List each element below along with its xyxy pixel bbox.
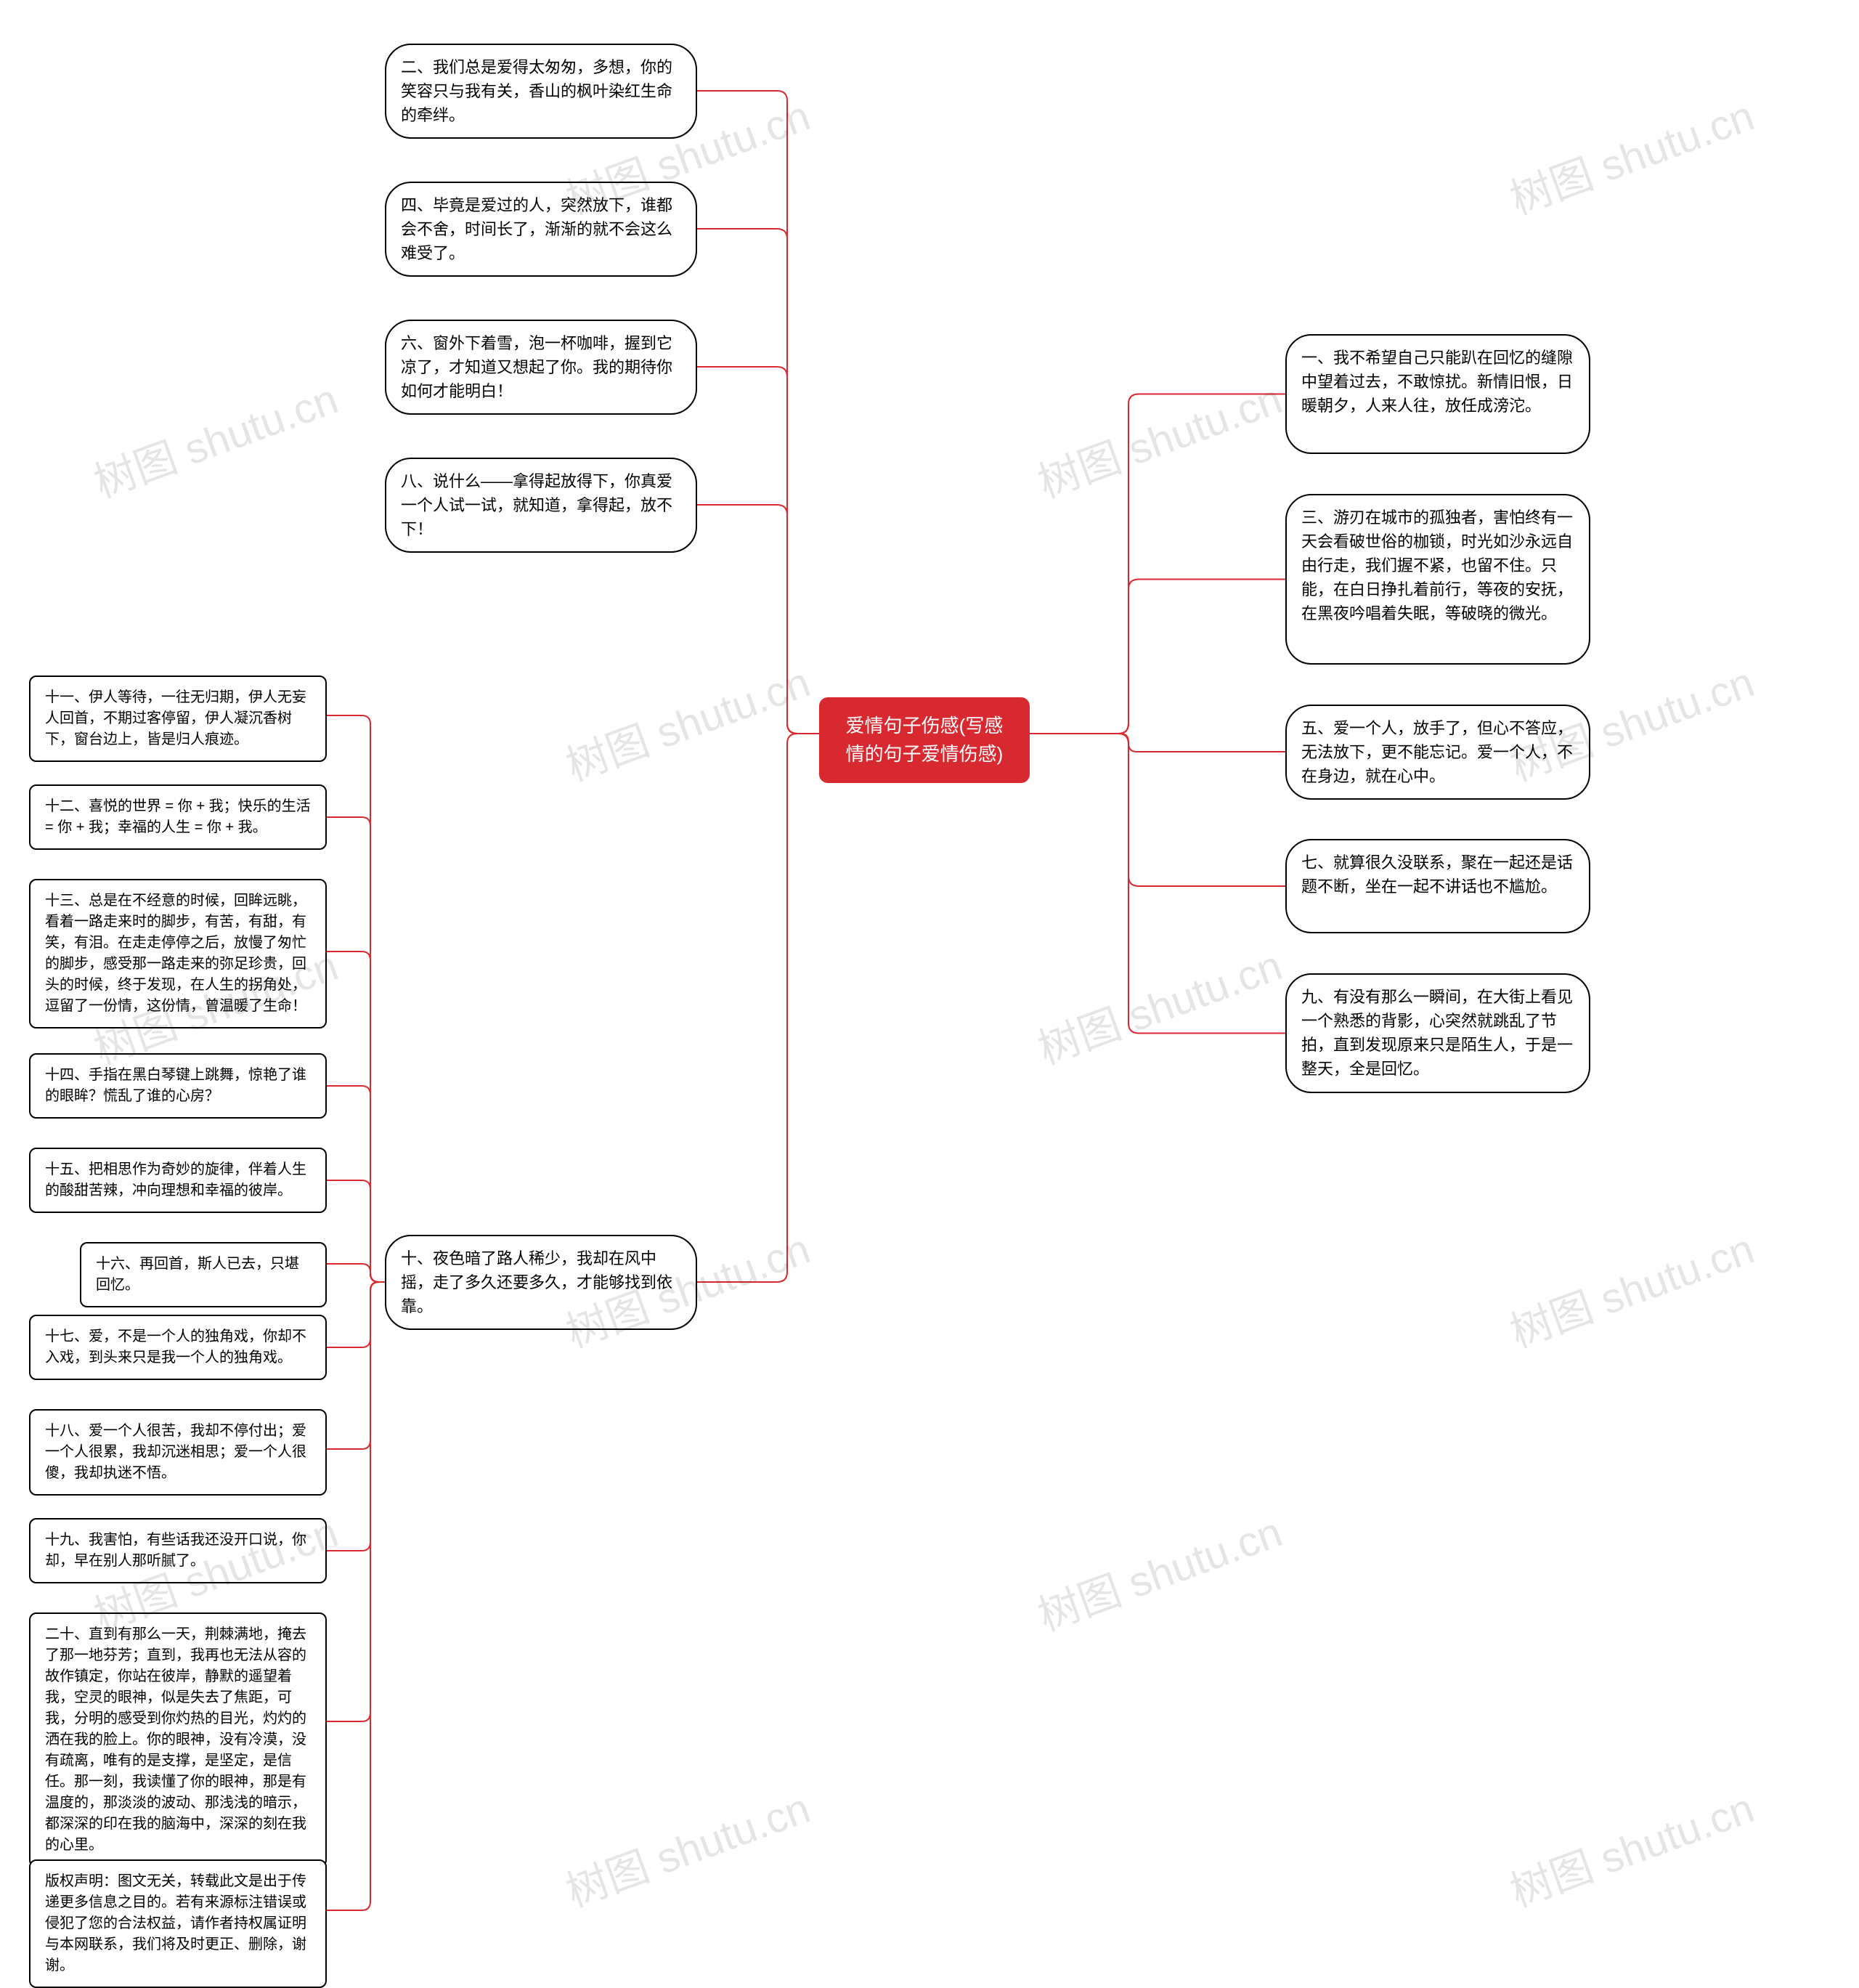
node-c20: 二十、直到有那么一天，荆棘满地，掩去了那一地芬芳；直到，我再也无法从容的故作镇定… (29, 1612, 327, 1867)
root-node: 爱情句子伤感(写感情的句子爱情伤感) (819, 697, 1030, 783)
watermark: 树图 shutu.cn (556, 648, 817, 792)
node-n5: 五、爱一个人，放手了，但心不答应，无法放下，更不能忘记。爱一个人，不在身边，就在… (1285, 705, 1590, 800)
node-n4: 四、毕竟是爱过的人，突然放下，谁都会不舍，时间长了，渐渐的就不会这么难受了。 (385, 182, 697, 277)
node-n9: 九、有没有那么一瞬间，在大街上看见一个熟悉的背影，心突然就跳乱了节拍，直到发现原… (1285, 973, 1590, 1093)
node-c11: 十一、伊人等待，一往无归期，伊人无妄人回首，不期过客停留，伊人凝沉香树下，窗台边… (29, 675, 327, 762)
watermark: 树图 shutu.cn (1028, 1498, 1289, 1642)
node-n10: 十、夜色暗了路人稀少，我却在风中摇，走了多久还要多久，才能够找到依靠。 (385, 1235, 697, 1330)
node-n6: 六、窗外下着雪，泡一杯咖啡，握到它凉了，才知道又想起了你。我的期待你如何才能明白… (385, 320, 697, 415)
watermark: 树图 shutu.cn (1500, 1214, 1761, 1359)
node-c18: 十八、爱一个人很苦，我却不停付出；爱一个人很累，我却沉迷相思；爱一个人很傻，我却… (29, 1409, 327, 1496)
mindmap-canvas: 爱情句子伤感(写感情的句子爱情伤感) 二、我们总是爱得太匆匆，多想，你的笑容只与我… (0, 0, 1859, 1967)
node-c12: 十二、喜悦的世界 = 你 + 我；快乐的生活 = 你 + 我；幸福的人生 = 你… (29, 784, 327, 850)
node-c15: 十五、把相思作为奇妙的旋律，伴着人生的酸甜苦辣，冲向理想和幸福的彼岸。 (29, 1148, 327, 1213)
node-c16: 十六、再回首，斯人已去，只堪回忆。 (80, 1242, 327, 1307)
node-n7: 七、就算很久没联系，聚在一起还是话题不断，坐在一起不讲话也不尴尬。 (1285, 839, 1590, 933)
node-n8: 八、说什么——拿得起放得下，你真爱一个人试一试，就知道，拿得起，放不下！ (385, 458, 697, 553)
node-n1: 一、我不希望自己只能趴在回忆的缝隙中望着过去，不敢惊扰。新情旧恨，日暖朝夕，人来… (1285, 334, 1590, 454)
watermark: 树图 shutu.cn (1500, 81, 1761, 226)
node-c14: 十四、手指在黑白琴键上跳舞，惊艳了谁的眼眸？慌乱了谁的心房？ (29, 1053, 327, 1119)
node-n2: 二、我们总是爱得太匆匆，多想，你的笑容只与我有关，香山的枫叶染红生命的牵绊。 (385, 44, 697, 139)
node-c19: 十九、我害怕，有些话我还没开口说，你却，早在别人那听腻了。 (29, 1518, 327, 1583)
node-n3: 三、游刃在城市的孤独者，害怕终有一天会看破世俗的枷锁，时光如沙永远自由行走，我们… (1285, 494, 1590, 665)
watermark: 树图 shutu.cn (1500, 1774, 1761, 1918)
node-c13: 十三、总是在不经意的时候，回眸远眺，看着一路走来时的脚步，有苦，有甜，有笑，有泪… (29, 879, 327, 1029)
watermark: 树图 shutu.cn (84, 365, 345, 509)
node-c17: 十七、爱，不是一个人的独角戏，你却不入戏，到头来只是我一个人的独角戏。 (29, 1315, 327, 1380)
watermark: 树图 shutu.cn (556, 1774, 817, 1918)
watermark: 树图 shutu.cn (1028, 931, 1289, 1076)
node-c21: 版权声明：图文无关，转载此文是出于传递更多信息之目的。若有来源标注错误或侵犯了您… (29, 1859, 327, 1988)
watermark: 树图 shutu.cn (1028, 365, 1289, 509)
